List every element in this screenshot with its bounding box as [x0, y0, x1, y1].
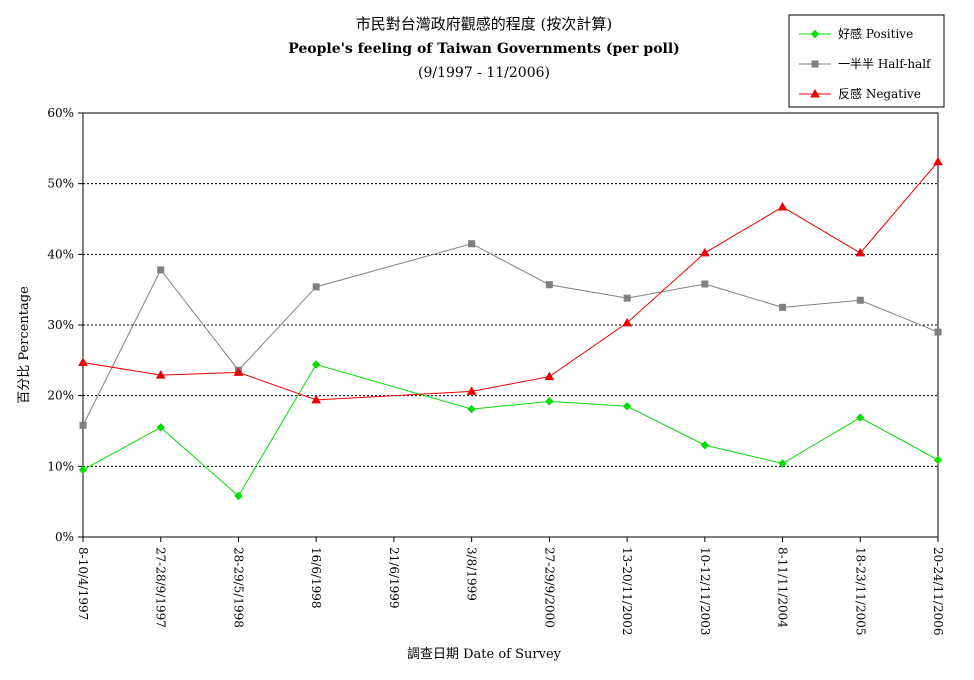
- legend-marker: [811, 60, 819, 68]
- data-point: [701, 280, 709, 288]
- data-point: [311, 360, 321, 369]
- x-tick-label: 21/6/1999: [387, 547, 401, 609]
- chart-titles: 市民對台灣政府觀感的程度 (按次計算) People's feeling of …: [288, 15, 680, 81]
- series-1: [79, 240, 942, 429]
- series-line: [82, 243, 939, 426]
- x-axis-ticks: 8-10/4/1997 27-28/9/1997 28-29/5/1998 16/6/…: [76, 537, 945, 636]
- data-point: [778, 459, 787, 468]
- x-tick-label: 20-24/11/2006: [931, 547, 945, 636]
- y-axis-ticks: 0% 10% 20% 30% 40% 50% 60%: [47, 106, 83, 544]
- data-point: [311, 394, 322, 404]
- data-point: [699, 247, 710, 257]
- data-point: [933, 156, 943, 166]
- y-tick-label: 60%: [47, 106, 74, 120]
- chart-subtitle: People's feeling of Taiwan Governments (…: [288, 41, 680, 57]
- data-point: [157, 266, 165, 274]
- data-point: [779, 303, 787, 311]
- y-tick-label: 10%: [47, 459, 74, 473]
- y-tick-label: 0%: [55, 530, 74, 544]
- series-group: [78, 156, 943, 501]
- x-tick-label: 18-23/11/2005: [853, 547, 867, 636]
- y-tick-label: 20%: [47, 389, 74, 403]
- data-point: [468, 240, 476, 248]
- data-point: [855, 247, 866, 257]
- data-point: [856, 413, 865, 422]
- data-point: [700, 440, 710, 450]
- x-tick-label: 8-10/4/1997: [76, 547, 90, 620]
- y-axis-label: 百分比 Percentage: [17, 286, 32, 404]
- chart-date-range: (9/1997 - 11/2006): [418, 65, 550, 81]
- data-point: [856, 296, 864, 304]
- y-tick-label: 40%: [47, 247, 74, 261]
- x-tick-label: 28-29/5/1998: [231, 547, 245, 628]
- data-point: [777, 201, 788, 211]
- data-point: [155, 370, 166, 379]
- x-tick-label: 27-29/9/2000: [542, 547, 556, 628]
- data-point: [622, 317, 632, 327]
- data-point: [78, 465, 88, 475]
- x-tick-label: 16/6/1998: [309, 547, 323, 609]
- legend-label: 一半半 Half-half: [838, 57, 932, 71]
- data-point: [234, 491, 243, 501]
- legend-marker: [810, 88, 820, 98]
- data-point: [545, 397, 554, 406]
- legend-label: 反感 Negative: [838, 86, 921, 101]
- data-point: [312, 283, 320, 291]
- series-2: [78, 156, 943, 404]
- data-point: [544, 371, 555, 381]
- x-tick-label: 10-12/11/2003: [698, 547, 712, 636]
- series-0: [78, 360, 943, 501]
- data-point: [156, 423, 165, 432]
- data-point: [78, 357, 88, 366]
- x-axis-label: 調查日期 Date of Survey: [407, 647, 562, 662]
- x-tick-label: 13-20/11/2002: [620, 547, 634, 636]
- legend-marker: [810, 29, 820, 39]
- data-point: [622, 402, 632, 411]
- data-point: [233, 367, 244, 376]
- data-point: [545, 281, 553, 289]
- data-point: [933, 455, 943, 465]
- chart-title: 市民對台灣政府觀感的程度 (按次計算): [356, 15, 612, 33]
- x-tick-label: 3/8/1999: [465, 547, 479, 601]
- data-point: [467, 404, 476, 414]
- x-tick-label: 8-11/11/2004: [776, 547, 790, 628]
- legend-label: 好感 Positive: [838, 26, 913, 41]
- y-tick-label: 50%: [47, 177, 74, 191]
- data-point: [79, 421, 87, 429]
- data-point: [466, 386, 477, 395]
- x-tick-label: 27-28/9/1997: [154, 547, 168, 628]
- data-point: [623, 294, 631, 302]
- gridlines: [83, 112, 938, 467]
- series-line: [82, 161, 939, 401]
- legend: 好感 Positive 一半半 Half-half 反感 Negative: [788, 14, 945, 108]
- data-point: [934, 328, 942, 336]
- y-tick-label: 30%: [47, 318, 74, 332]
